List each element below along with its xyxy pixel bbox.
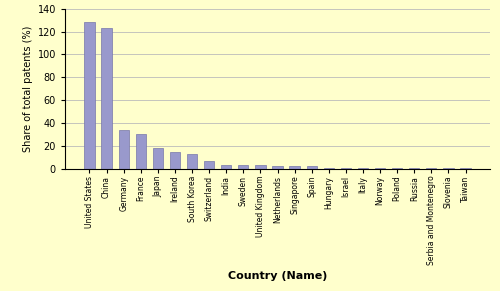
- Bar: [256, 165, 266, 169]
- Bar: [460, 168, 470, 169]
- Bar: [84, 22, 94, 169]
- Bar: [272, 166, 282, 169]
- Bar: [444, 168, 454, 169]
- Bar: [358, 168, 368, 169]
- Bar: [341, 168, 351, 169]
- Bar: [118, 130, 129, 169]
- Bar: [324, 168, 334, 169]
- Bar: [221, 165, 232, 169]
- X-axis label: Country (Name): Country (Name): [228, 271, 327, 281]
- Bar: [136, 134, 146, 169]
- Bar: [392, 168, 402, 169]
- Bar: [170, 152, 180, 169]
- Bar: [426, 168, 436, 169]
- Bar: [409, 168, 420, 169]
- Y-axis label: Share of total patents (%): Share of total patents (%): [24, 26, 34, 152]
- Bar: [375, 168, 385, 169]
- Bar: [204, 161, 214, 169]
- Bar: [238, 165, 248, 169]
- Bar: [102, 28, 112, 169]
- Bar: [187, 154, 197, 169]
- Bar: [306, 166, 317, 169]
- Bar: [152, 148, 163, 169]
- Bar: [290, 166, 300, 169]
